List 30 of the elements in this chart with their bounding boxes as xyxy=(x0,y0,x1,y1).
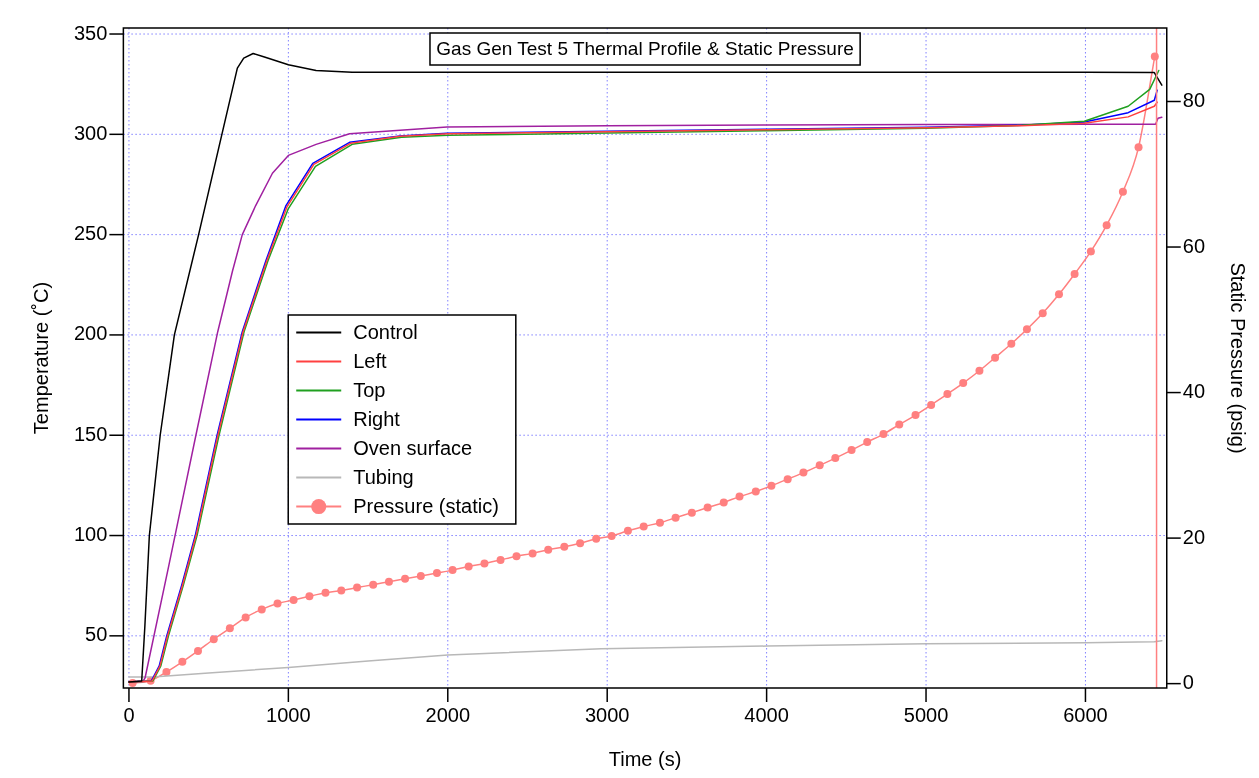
legend-label: Pressure (static) xyxy=(353,495,499,518)
y-tick-label: 300 xyxy=(73,121,108,144)
y-tick-label: 150 xyxy=(73,422,108,445)
x-axis-title: Time (s) xyxy=(608,747,682,770)
text: Gas Gen Test 5 Thermal Profile & Static Pressure xyxy=(436,38,854,60)
y-tick-label: 350 xyxy=(73,21,108,44)
y-axis-title: Temperature (˚C) xyxy=(29,281,52,435)
y-tick-label: 100 xyxy=(73,523,108,546)
x-tick-label: 5000 xyxy=(903,703,949,726)
x-tick-label: 6000 xyxy=(1063,703,1108,726)
y-tick-label: 250 xyxy=(73,222,108,245)
y2-tick-label: 40 xyxy=(1182,380,1205,403)
legend-label: Top xyxy=(353,379,386,402)
y2-tick-label: 80 xyxy=(1182,89,1205,112)
x-tick-label: 2000 xyxy=(425,703,471,726)
legend-label: Tubing xyxy=(353,466,414,489)
legend-label: Right xyxy=(353,408,401,431)
y2-tick-label: 20 xyxy=(1182,525,1205,548)
x-tick-label: 3000 xyxy=(584,703,630,726)
legend-label: Left xyxy=(353,350,388,373)
y-tick-label: 50 xyxy=(85,623,108,646)
y2-axis-title: Static Pressure (psig) xyxy=(1227,262,1250,454)
legend-label: Control xyxy=(353,321,418,344)
y2-tick-label: 60 xyxy=(1182,234,1205,257)
x-tick-label: 0 xyxy=(123,703,135,726)
x-tick-label: 4000 xyxy=(744,703,789,726)
y-tick-label: 200 xyxy=(73,322,108,345)
legend-label: Oven surface xyxy=(353,437,473,460)
x-tick-label: 1000 xyxy=(266,703,311,726)
y2-tick-label: 0 xyxy=(1182,671,1194,694)
